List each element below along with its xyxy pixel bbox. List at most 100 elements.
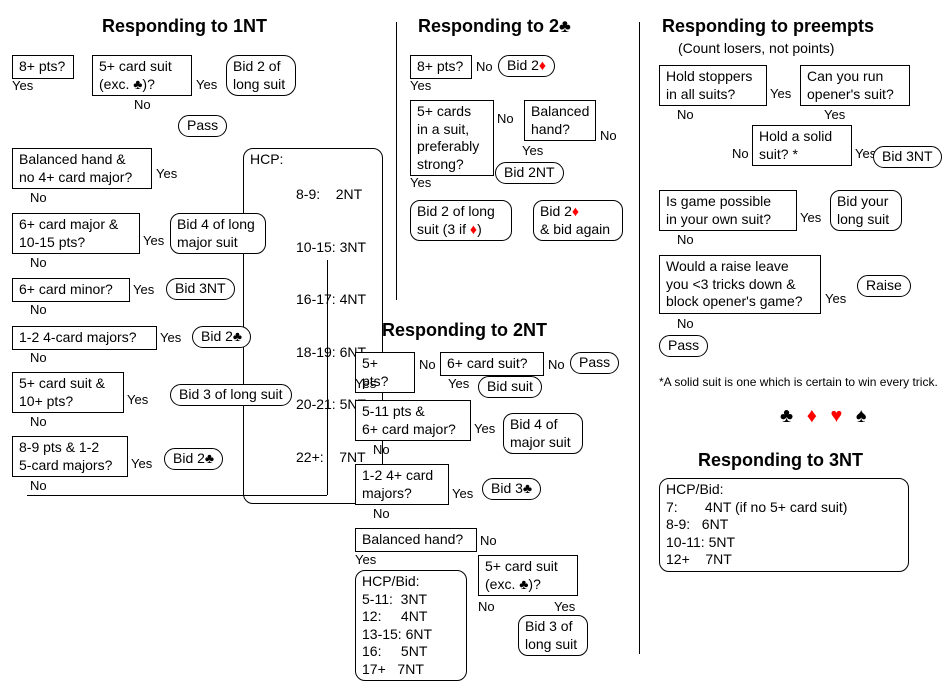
- pre-raise: Raise: [857, 275, 911, 297]
- pre-pass: Pass: [659, 335, 708, 357]
- nt2-q4: 1-2 4+ cardmajors?: [355, 464, 449, 505]
- nt2-bid-3c: Bid 3♣: [482, 478, 541, 500]
- c2-bid-2nt: Bid 2NT: [495, 162, 564, 184]
- bid2c-b-text: Bid 2: [173, 450, 205, 466]
- nt2-q5-yes: Yes: [355, 552, 376, 567]
- r: 12+: [666, 551, 690, 567]
- v: 6NT: [406, 626, 432, 642]
- v: 3NT: [401, 591, 427, 607]
- pre-bid-your-long: Bid yourlong suit: [830, 190, 902, 231]
- nt2-pass: Pass: [570, 352, 619, 374]
- pre-q2-yes: Yes: [824, 107, 845, 122]
- pre-q4-yes: Yes: [800, 210, 821, 225]
- r: 12:: [362, 608, 381, 624]
- nt1-hcp-rows: 8-9: 2NT 10-15: 3NT 16-17: 4NT 18-19: 6N…: [296, 151, 366, 501]
- nt1-hcp-label: HCP:: [250, 151, 292, 501]
- club-icon: ♣: [519, 576, 528, 592]
- nt1-q1-text: 8+ pts?: [19, 58, 65, 74]
- nt3-title: Responding to 3NT: [698, 450, 863, 471]
- hcp-r: 8-9:: [296, 186, 320, 202]
- nt1-q8-yes: Yes: [131, 456, 152, 471]
- nt1-bid-2c-b: Bid 2♣: [164, 448, 223, 470]
- nt1-lineV: [327, 260, 328, 495]
- pre-q5-yes: Yes: [825, 291, 846, 306]
- pre-q1-yes: Yes: [770, 86, 791, 101]
- pre-q1-no: No: [677, 107, 694, 122]
- nt1-q1: 8+ pts?: [12, 55, 74, 79]
- bid2c-text: Bid 2: [201, 328, 233, 344]
- pre-bid-3nt: Bid 3NT: [873, 146, 942, 168]
- c2-bid2d-text: Bid 2: [507, 57, 539, 73]
- v: 7NT: [397, 661, 423, 677]
- nt1-q2-no: No: [134, 97, 151, 112]
- diamond-icon: ♦: [539, 57, 546, 73]
- nt1-q5-yes: Yes: [133, 282, 154, 297]
- spade-icon: ♠: [856, 405, 871, 427]
- nt2-q6-no: No: [478, 599, 495, 614]
- pre-q3: Hold a solidsuit? *: [752, 125, 852, 166]
- c2-q2-yes: Yes: [410, 175, 431, 190]
- divider-vertical-1: [396, 22, 397, 300]
- divider-vertical-2: [639, 22, 640, 654]
- r: 16:: [362, 643, 381, 659]
- nt1-q1-yes: Yes: [12, 78, 33, 93]
- pre-q1: Hold stoppersin all suits?: [659, 65, 767, 106]
- nt1-q7-yes: Yes: [127, 392, 148, 407]
- c2-title-text: Responding to 2: [418, 16, 559, 36]
- v: 4NT: [401, 608, 427, 624]
- suits-row: ♣ ♦ ♥ ♠: [780, 405, 871, 428]
- nt2-title: Responding to 2NT: [382, 320, 547, 341]
- diamond-icon: ♦: [807, 405, 821, 427]
- pre-q5: Would a raise leaveyou <3 tricks down &b…: [659, 255, 821, 314]
- nt2-q2: 6+ card suit?: [440, 352, 544, 376]
- c2-q1-no: No: [476, 59, 493, 74]
- nt1-bid-3nt: Bid 3NT: [166, 278, 235, 300]
- nt2-hcp-label: HCP/Bid:: [362, 573, 460, 591]
- nt1-pass: Pass: [178, 115, 227, 137]
- club-icon: ♣: [233, 328, 242, 344]
- v: 7NT: [705, 551, 731, 567]
- nt2-bid-3-long: Bid 3 oflong suit: [518, 615, 588, 656]
- nt2-q3: 5-11 pts &6+ card major?: [355, 400, 471, 441]
- pre-q4-no: No: [677, 232, 694, 247]
- nt1-q2-yes: Yes: [196, 77, 217, 92]
- preempts-title: Responding to preempts: [662, 16, 874, 37]
- r: 7:: [666, 499, 678, 515]
- nt2-q3-yes: Yes: [474, 421, 495, 436]
- nt2-q6-yes: Yes: [554, 599, 575, 614]
- club-icon: ♣: [205, 450, 214, 466]
- c2-q3-no: No: [600, 128, 617, 143]
- r: 10-11:: [666, 534, 705, 550]
- nt1-q2: 5+ card suit (exc. ♣)?: [92, 55, 192, 96]
- nt2-bid3c-text: Bid 3: [491, 480, 523, 496]
- v: 6NT: [702, 516, 728, 532]
- r: 5-11:: [362, 591, 393, 607]
- nt1-lineH: [27, 495, 327, 496]
- nt2-q2-no: No: [548, 357, 565, 372]
- nt1-bid-2c-a: Bid 2♣: [192, 326, 251, 348]
- preempts-subtitle: (Count losers, not points): [678, 40, 834, 56]
- r: 17+: [362, 661, 386, 677]
- nt2-q1-no: No: [419, 357, 436, 372]
- club-icon: ♣: [780, 405, 797, 427]
- c2-q3-yes: Yes: [522, 143, 543, 158]
- nt2-bid-4-major: Bid 4 ofmajor suit: [503, 413, 583, 454]
- pre-q3-no: No: [732, 146, 749, 161]
- hcp-r: 18-19:: [296, 344, 336, 360]
- nt1-bid-2-long: Bid 2 oflong suit: [226, 55, 296, 96]
- hcp-v: 4NT: [340, 291, 366, 307]
- nt2-hcp-box: HCP/Bid: 5-11: 3NT 12: 4NT 13-15: 6NT 16…: [355, 570, 467, 681]
- hcp-r: 10-15:: [296, 239, 336, 255]
- nt2-q3-no: No: [373, 442, 390, 457]
- v: 4NT (if no 5+ card suit): [705, 499, 848, 515]
- nt2-q5-no: No: [480, 533, 497, 548]
- club-icon: ♣: [559, 16, 571, 36]
- nt1-q4-no: No: [30, 255, 47, 270]
- nt1-q3-no: No: [30, 190, 47, 205]
- hcp-v: 7NT: [339, 449, 365, 465]
- nt1-q3-yes: Yes: [156, 166, 177, 181]
- nt1-q7: 5+ card suit &10+ pts?: [12, 372, 124, 413]
- nt1-bid-3-long: Bid 3 of long suit: [170, 384, 292, 406]
- c2-q1-yes: Yes: [410, 78, 431, 93]
- nt2-q4-yes: Yes: [452, 486, 473, 501]
